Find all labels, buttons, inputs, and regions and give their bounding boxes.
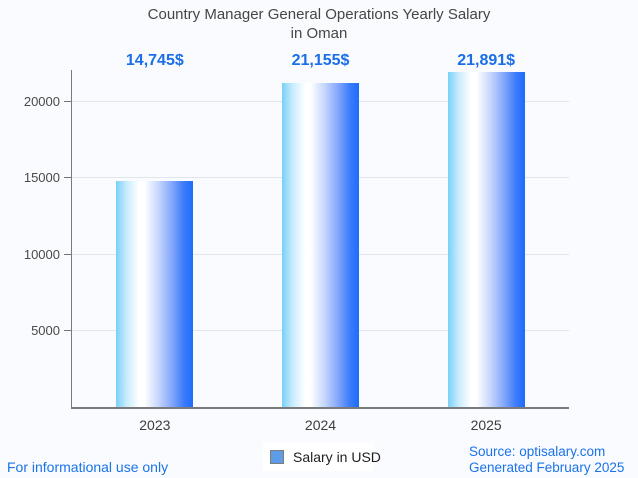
source-block: Source: optisalary.com Generated Februar… (469, 444, 624, 476)
bar-2024[interactable] (282, 82, 359, 407)
y-axis-tick (64, 100, 71, 102)
plot-area: 5000 10000 15000 20000 14,745$ 2023 21,155$ 202… (24, 52, 569, 433)
y-axis-label: 5000 (31, 323, 60, 339)
bar-2025[interactable] (447, 71, 525, 407)
x-axis-label: 2025 (470, 417, 502, 433)
disclaimer-note: For informational use only (7, 459, 169, 475)
x-axis-label: 2024 (304, 417, 337, 433)
legend-swatch-icon (270, 450, 284, 464)
legend-label: Salary in USD (293, 449, 381, 465)
chart-title-line2: in Oman (290, 25, 348, 42)
bar-value-label: 21,155$ (291, 52, 350, 69)
chart-title-line1: Country Manager General Operations Yearl… (147, 6, 491, 23)
legend: Salary in USD (263, 443, 381, 471)
generated-date: Generated February 2025 (469, 460, 625, 475)
bar-value-label: 14,745$ (125, 52, 184, 69)
y-axis-tick (64, 253, 71, 255)
source-link[interactable]: Source: optisalary.com (469, 444, 606, 459)
y-axis-label: 15000 (23, 170, 60, 186)
x-axis-label: 2023 (139, 417, 171, 433)
y-axis-label: 20000 (23, 93, 60, 109)
y-axis-tick (64, 330, 71, 332)
bar-2023[interactable] (116, 181, 194, 407)
y-axis-label: 10000 (23, 246, 60, 262)
chart-title: Country Manager General Operations Yearl… (0, 5, 638, 43)
bar-value-label: 21,891$ (457, 52, 516, 69)
y-axis-tick (64, 177, 71, 179)
